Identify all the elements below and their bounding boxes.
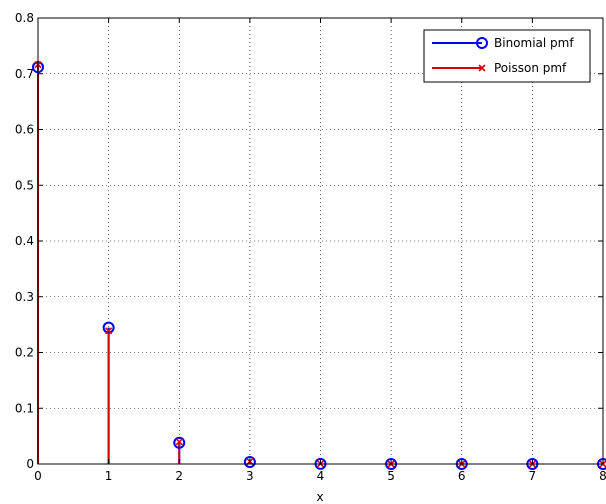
binomial-marker (173, 436, 186, 449)
x-axis-label: x (316, 490, 323, 504)
poisson-marker (175, 438, 183, 446)
legend-box (423, 29, 591, 83)
x-tick-label: 3 (246, 469, 254, 483)
y-tick-label: 0.4 (15, 234, 34, 248)
x-tick-label: 7 (529, 469, 537, 483)
x-tick-label: 4 (317, 469, 325, 483)
legend-label: Poisson pmf (494, 61, 567, 75)
y-tick-label: 0.1 (15, 401, 34, 415)
y-tick-label: 0.6 (15, 123, 34, 137)
x-tick-label: 6 (458, 469, 466, 483)
x-tick-label: 1 (105, 469, 113, 483)
binomial-marker (243, 456, 256, 469)
binomial-marker (102, 321, 115, 334)
legend-marker-x (478, 64, 486, 72)
y-tick-label: 0.2 (15, 346, 34, 360)
plot-background (38, 18, 603, 464)
y-tick-label: 0.5 (15, 178, 34, 192)
y-tick-label: 0.3 (15, 290, 34, 304)
x-tick-label: 8 (599, 469, 606, 483)
x-tick-label: 2 (175, 469, 183, 483)
legend-marker-circle (476, 37, 488, 49)
legend: Binomial pmf Poisson pmf (423, 29, 591, 83)
y-tick-label: 0.7 (15, 67, 34, 81)
poisson-marker (105, 327, 113, 335)
y-tick-labels: 0 0.1 0.2 0.3 0.4 0.5 0.6 0.7 0.8 (15, 11, 34, 471)
axis-ticks (37, 17, 604, 465)
legend-label: Binomial pmf (494, 36, 574, 50)
y-tick-label: 0.8 (15, 11, 34, 25)
y-tick-label: 0 (26, 457, 34, 471)
x-tick-label: 0 (34, 469, 42, 483)
x-tick-label: 5 (387, 469, 395, 483)
x-tick-labels: 0 1 2 3 4 5 6 7 8 (34, 469, 606, 483)
